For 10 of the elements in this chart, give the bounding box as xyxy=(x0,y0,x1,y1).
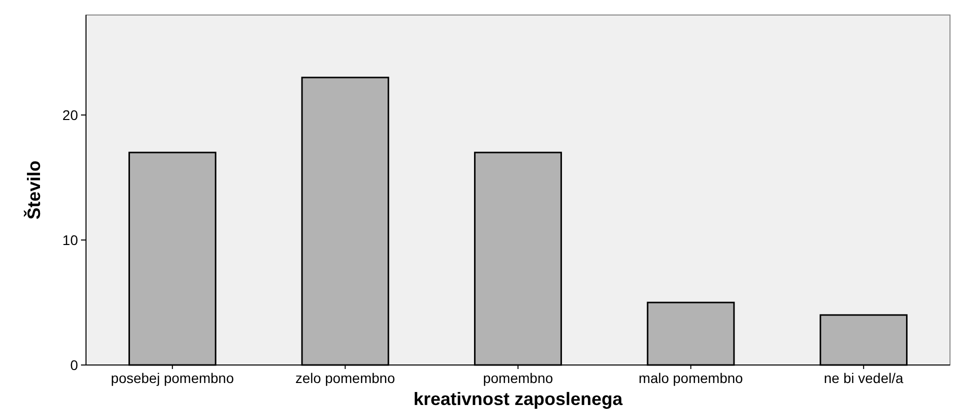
x-tick-label: pomembno xyxy=(482,370,554,386)
y-tick-label: 10 xyxy=(62,232,78,248)
x-tick-label: posebej pomembno xyxy=(110,370,234,386)
y-tick-label: 0 xyxy=(70,356,78,373)
y-tick-label: 20 xyxy=(62,106,78,123)
x-tick-label: malo pomembno xyxy=(638,370,744,386)
y-axis-title: Število xyxy=(23,160,44,220)
x-axis-title: kreativnost zaposlenega xyxy=(413,389,624,409)
x-tick-label: ne bi vedel/a xyxy=(824,370,904,386)
x-tick-label: zelo pomembno xyxy=(295,370,396,386)
